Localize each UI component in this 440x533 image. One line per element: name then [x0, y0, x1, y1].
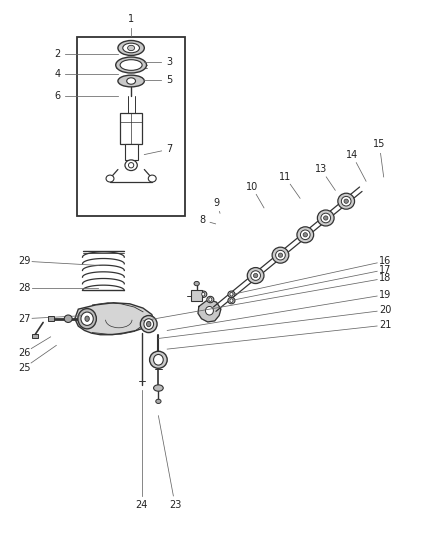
Bar	[32, 334, 38, 338]
Text: 20: 20	[379, 305, 391, 315]
Text: 10: 10	[246, 182, 258, 191]
Text: 28: 28	[18, 283, 30, 293]
Text: 15: 15	[373, 139, 385, 149]
Ellipse shape	[147, 321, 151, 327]
Text: 25: 25	[18, 363, 30, 373]
Text: 3: 3	[166, 57, 172, 67]
Ellipse shape	[272, 247, 289, 263]
Ellipse shape	[156, 399, 161, 403]
Ellipse shape	[341, 196, 351, 206]
Ellipse shape	[120, 60, 142, 70]
Ellipse shape	[118, 41, 144, 55]
Ellipse shape	[338, 193, 355, 209]
Ellipse shape	[150, 351, 167, 368]
Text: 23: 23	[169, 500, 181, 510]
Ellipse shape	[207, 296, 214, 303]
Ellipse shape	[81, 312, 93, 325]
Ellipse shape	[123, 43, 139, 53]
Polygon shape	[75, 303, 154, 335]
Ellipse shape	[148, 175, 156, 182]
Bar	[191, 290, 202, 301]
Bar	[77, 37, 185, 216]
Ellipse shape	[253, 273, 258, 278]
Ellipse shape	[303, 232, 308, 237]
Bar	[48, 316, 54, 321]
Text: 13: 13	[315, 165, 327, 174]
Ellipse shape	[323, 216, 328, 220]
Ellipse shape	[116, 57, 147, 73]
Ellipse shape	[128, 45, 135, 51]
Ellipse shape	[278, 253, 282, 257]
Bar	[125, 144, 138, 160]
Text: 16: 16	[379, 256, 391, 266]
Ellipse shape	[209, 297, 212, 302]
Polygon shape	[198, 300, 221, 322]
Ellipse shape	[344, 199, 348, 203]
Text: 9: 9	[213, 198, 220, 207]
Ellipse shape	[200, 291, 207, 297]
Text: 19: 19	[379, 290, 391, 300]
Ellipse shape	[64, 315, 72, 322]
Text: 26: 26	[18, 348, 30, 358]
Ellipse shape	[154, 385, 163, 391]
Text: 11: 11	[279, 172, 291, 182]
Text: 7: 7	[166, 144, 172, 154]
Text: 4: 4	[54, 69, 60, 78]
Ellipse shape	[228, 297, 235, 304]
Text: 21: 21	[379, 320, 391, 330]
Text: 27: 27	[18, 314, 30, 324]
Ellipse shape	[251, 271, 260, 280]
Ellipse shape	[140, 316, 157, 333]
Ellipse shape	[144, 319, 154, 329]
Text: 18: 18	[379, 273, 391, 283]
Ellipse shape	[128, 163, 134, 168]
Ellipse shape	[118, 75, 144, 87]
Ellipse shape	[317, 210, 334, 226]
Ellipse shape	[297, 227, 314, 243]
Ellipse shape	[127, 78, 136, 84]
Ellipse shape	[230, 292, 233, 296]
Text: 6: 6	[54, 91, 60, 101]
Ellipse shape	[154, 354, 163, 365]
Ellipse shape	[247, 268, 264, 284]
Text: 24: 24	[136, 500, 148, 510]
Ellipse shape	[205, 306, 213, 315]
Ellipse shape	[125, 160, 137, 171]
Ellipse shape	[228, 291, 235, 297]
Ellipse shape	[202, 292, 205, 296]
Text: 5: 5	[166, 75, 172, 85]
Text: 1: 1	[128, 14, 134, 23]
Text: 2: 2	[54, 50, 60, 59]
Ellipse shape	[106, 175, 114, 182]
Ellipse shape	[301, 230, 310, 240]
Ellipse shape	[78, 309, 96, 329]
Text: 8: 8	[199, 215, 205, 225]
Text: 14: 14	[346, 150, 358, 159]
Bar	[120, 113, 142, 144]
Text: 29: 29	[18, 256, 30, 266]
Ellipse shape	[85, 316, 89, 321]
Ellipse shape	[275, 251, 285, 260]
Text: 17: 17	[379, 265, 391, 274]
Ellipse shape	[321, 213, 330, 223]
Ellipse shape	[194, 281, 199, 286]
Ellipse shape	[230, 298, 233, 303]
